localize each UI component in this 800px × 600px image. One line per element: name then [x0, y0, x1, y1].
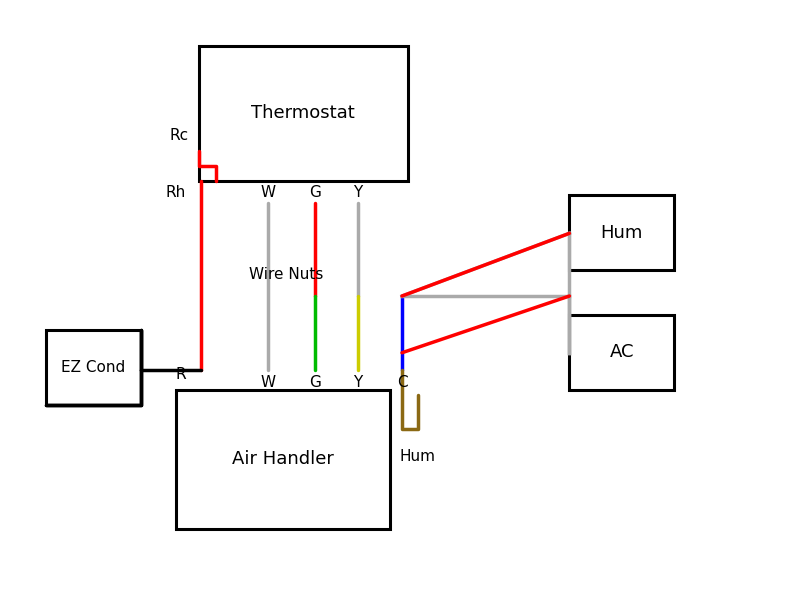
Bar [176, 389, 390, 529]
Text: Air Handler: Air Handler [232, 450, 334, 468]
Text: Rc: Rc [170, 128, 189, 143]
Text: Y: Y [354, 375, 362, 390]
Text: EZ Cond: EZ Cond [62, 359, 126, 374]
Text: W: W [261, 375, 276, 390]
Text: G: G [310, 185, 322, 200]
Bar [46, 330, 141, 404]
Text: Rh: Rh [166, 185, 186, 200]
Text: W: W [261, 185, 276, 200]
Text: Hum: Hum [601, 224, 643, 242]
Bar [198, 46, 408, 181]
Text: C: C [397, 375, 407, 390]
Text: Hum: Hum [400, 449, 436, 464]
Text: Wire Nuts: Wire Nuts [249, 267, 323, 282]
Text: G: G [310, 375, 322, 390]
Bar [570, 196, 674, 270]
Text: AC: AC [610, 343, 634, 361]
Text: Thermostat: Thermostat [251, 104, 355, 122]
Text: Y: Y [354, 185, 362, 200]
Bar [570, 315, 674, 389]
Text: R: R [175, 367, 186, 382]
